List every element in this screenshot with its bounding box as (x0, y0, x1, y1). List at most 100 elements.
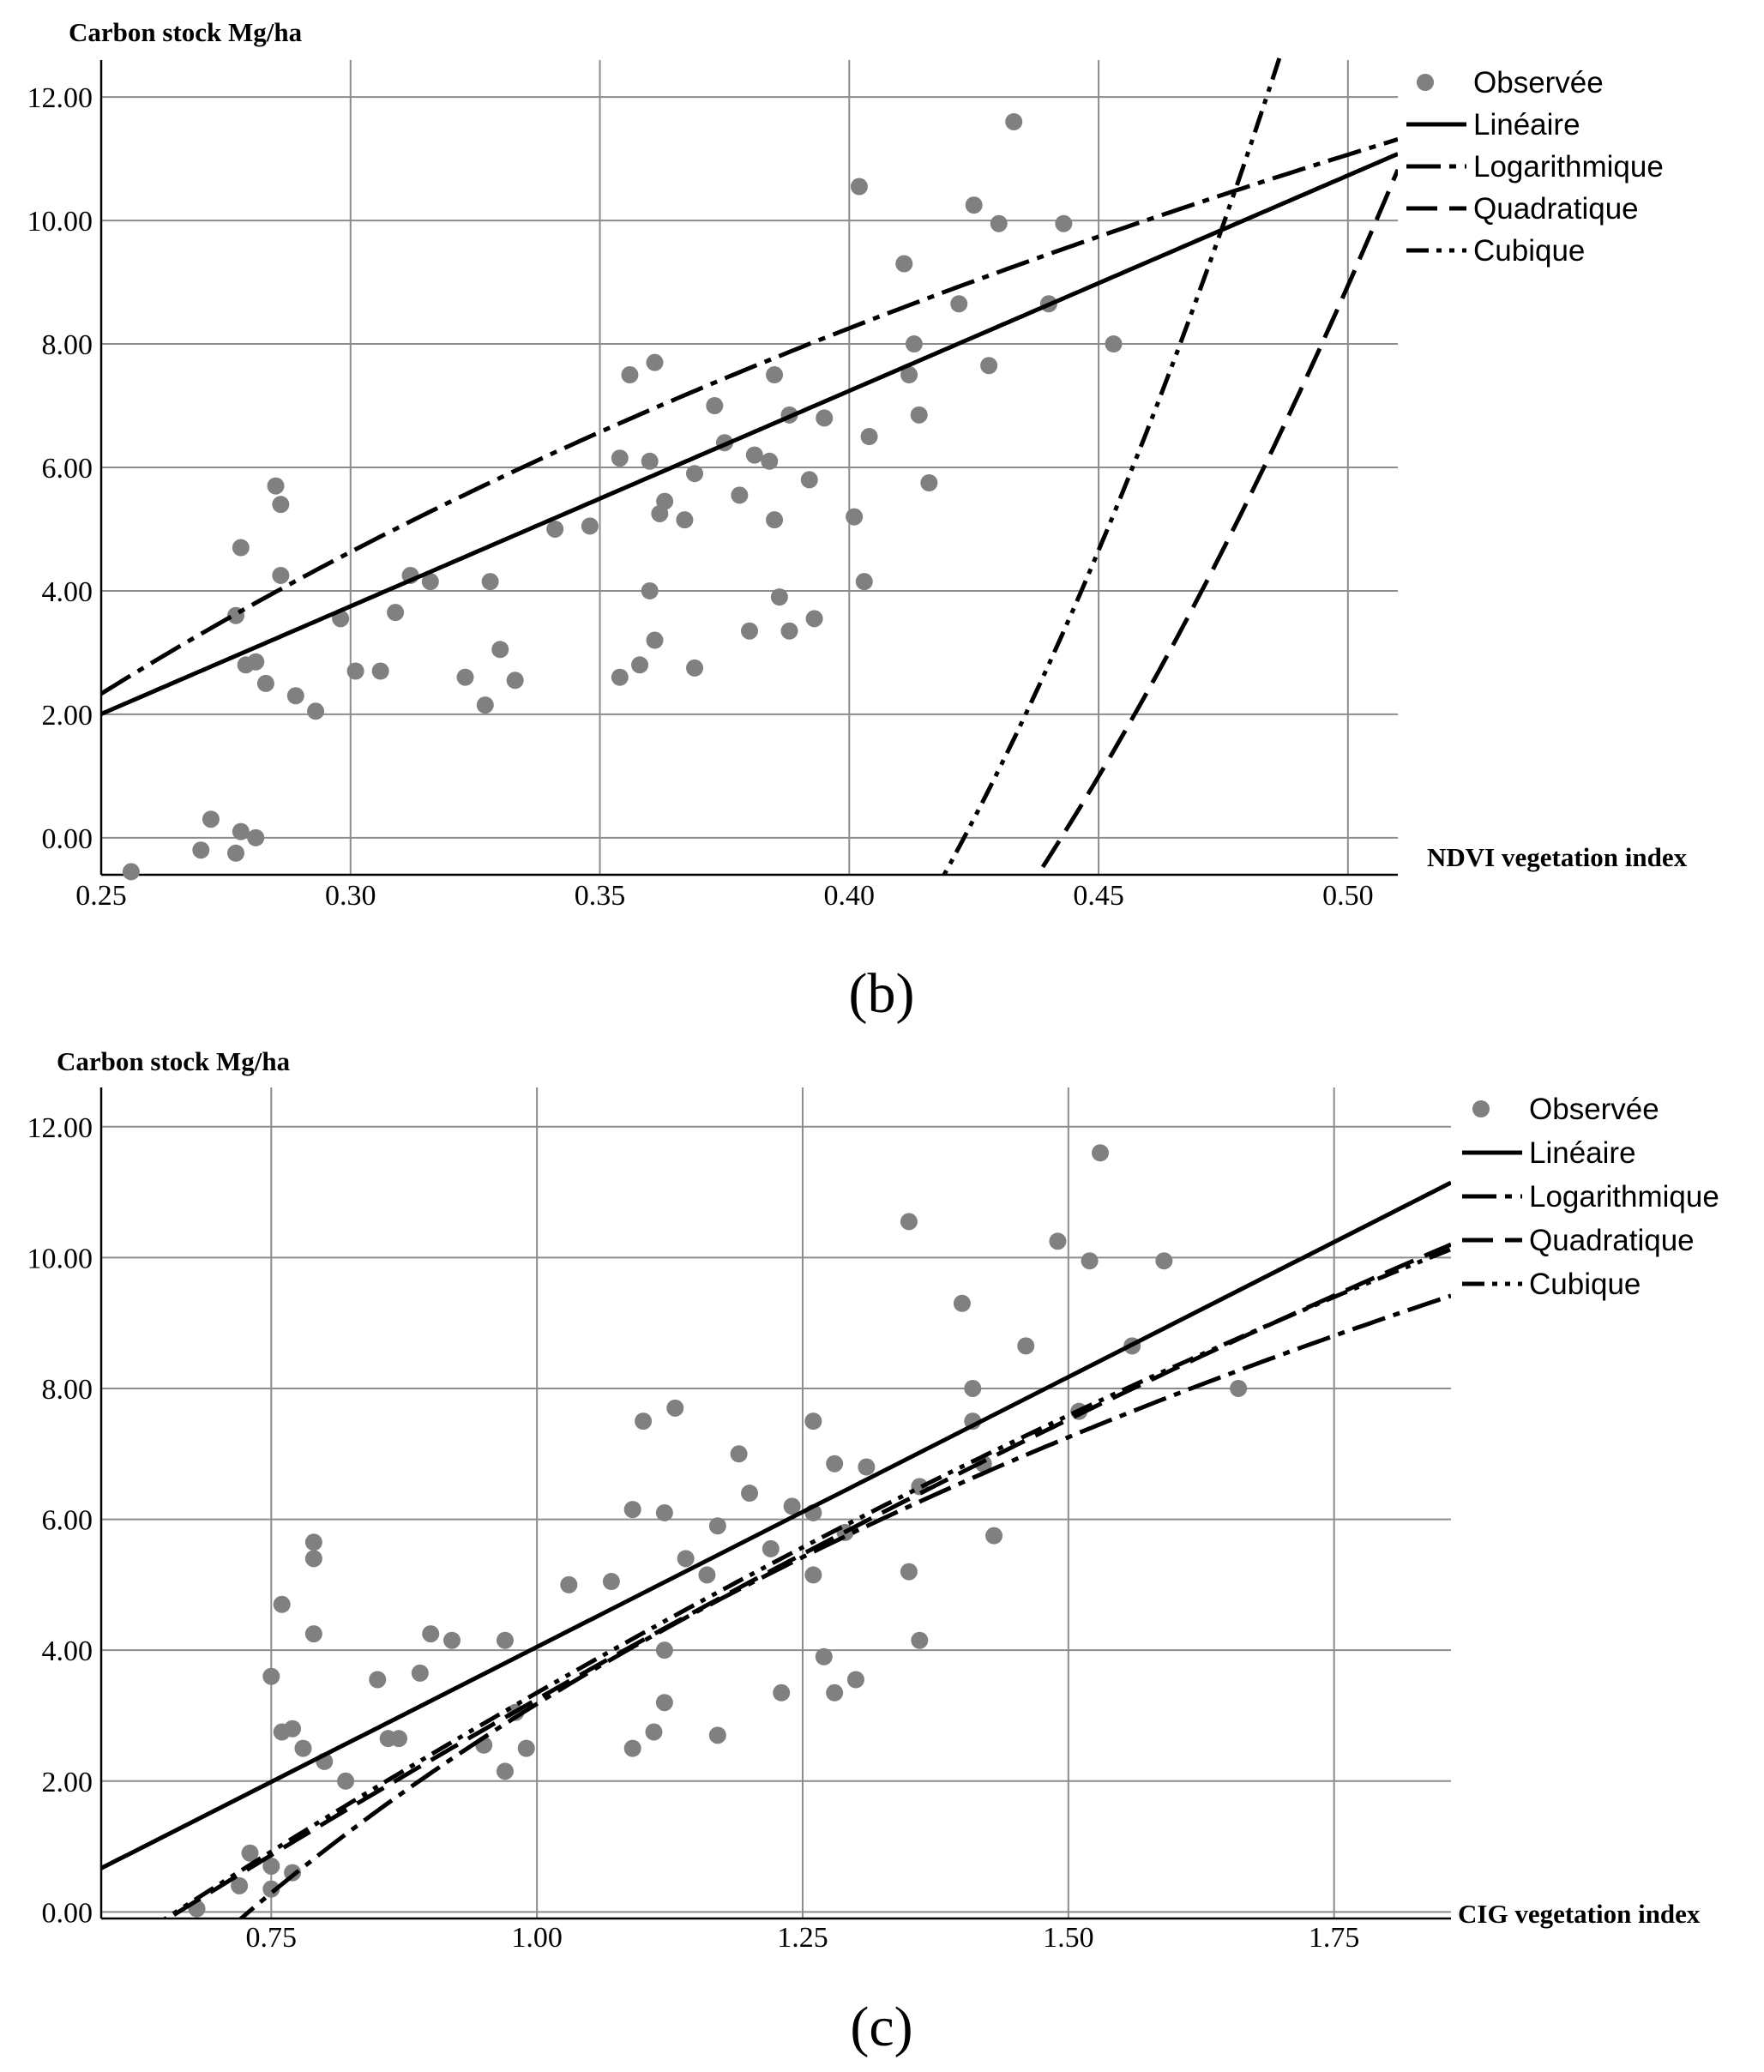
observed-point (546, 520, 564, 538)
observed-point (1081, 1252, 1099, 1270)
fit-curves-c (101, 1180, 1451, 1918)
observed-point (698, 1566, 716, 1584)
x-axis-title-b: NDVI vegetation index (1427, 842, 1688, 872)
observed-points-b (122, 112, 1123, 881)
observed-point (964, 1379, 982, 1397)
observed-point (656, 492, 674, 510)
observed-point (390, 1730, 408, 1748)
observed-point (646, 353, 664, 371)
observed-point (304, 1550, 322, 1568)
legend-marker-observed (1472, 1100, 1490, 1117)
observed-point (677, 1550, 695, 1568)
observed-point (731, 486, 749, 504)
legend-item-log: Logarithmique (1462, 1180, 1719, 1214)
observed-point (517, 1739, 535, 1757)
y-tick-label: 12.00 (27, 82, 93, 114)
observed-point (826, 1455, 844, 1473)
x-tick-label: 1.50 (1043, 1922, 1094, 1954)
observed-point (202, 810, 220, 828)
observed-point (611, 668, 629, 686)
observed-point (920, 473, 938, 491)
observed-point (1230, 1379, 1248, 1397)
observed-point (666, 1399, 684, 1417)
observed-point (953, 1294, 971, 1312)
legend-label: Linéaire (1473, 108, 1580, 142)
y-tick-label: 2.00 (42, 700, 93, 732)
observed-point (369, 1671, 387, 1689)
legend-item-cub: Cubique (1462, 1268, 1641, 1301)
observed-point (708, 1726, 726, 1744)
y-tick-label: 6.00 (42, 1505, 93, 1537)
legend-item-cub: Cubique (1406, 234, 1585, 268)
observed-point (850, 178, 868, 196)
observed-point (602, 1573, 620, 1591)
observed-point (895, 255, 913, 273)
legend-label: Cubique (1473, 234, 1585, 268)
observed-point (304, 1533, 322, 1551)
x-tick-label: 0.40 (824, 880, 876, 912)
legend-label: Linéaire (1529, 1136, 1636, 1170)
legend-item-quad: Quadratique (1462, 1224, 1695, 1257)
observed-point (745, 446, 763, 464)
observed-point (858, 1458, 876, 1476)
observed-point (860, 428, 878, 446)
fit-curve-quadratique (164, 1242, 1451, 1918)
observed-point (990, 214, 1008, 232)
observed-point (496, 1631, 514, 1649)
y-axis-title-c: Carbon stock Mg/ha (57, 1046, 291, 1076)
observed-point (641, 452, 659, 470)
observed-point (421, 573, 439, 591)
observed-point (337, 1772, 355, 1790)
observed-point (950, 295, 968, 313)
y-tick-label: 4.00 (42, 1635, 93, 1667)
observed-point (1092, 1144, 1110, 1162)
observed-point (262, 1880, 280, 1898)
fit-curves-b (101, 51, 1398, 875)
observed-point (804, 1412, 822, 1431)
observed-point (741, 1485, 759, 1503)
observed-point (232, 822, 250, 840)
y-tick-labels-b: 0.00 2.00 4.00 6.00 8.00 10.00 12.00 (27, 82, 93, 855)
observed-point (122, 863, 140, 881)
observed-point (443, 1631, 461, 1649)
fit-curve-quadratique (1035, 168, 1398, 875)
panel-label-c: (c) (850, 1996, 912, 2058)
chart-panel-b: Carbon stock Mg/ha 0.00 2.00 4.00 6.00 8.00 1… (27, 17, 1688, 1025)
observed-point (730, 1445, 748, 1463)
observed-point (307, 702, 325, 720)
observed-point (900, 1213, 918, 1231)
x-axis-title-c: CIG vegetation index (1458, 1899, 1701, 1929)
observed-point (706, 397, 724, 415)
observed-point (304, 1625, 322, 1643)
y-tick-label: 12.00 (27, 1112, 93, 1144)
legend-b: Observée Linéaire Logarithmique Quadratique… (1406, 66, 1664, 268)
legend-label: Quadratique (1529, 1224, 1695, 1257)
observed-point (846, 508, 864, 526)
observed-point (783, 1497, 801, 1515)
legend-label: Cubique (1529, 1268, 1641, 1301)
observed-point (456, 668, 474, 686)
y-tick-label: 2.00 (42, 1767, 93, 1798)
observed-point (272, 496, 290, 514)
observed-point (476, 696, 494, 714)
observed-point (227, 844, 245, 862)
observed-point (621, 366, 639, 384)
observed-point (247, 828, 265, 846)
x-tick-label: 0.50 (1322, 880, 1374, 912)
legend-label: Observée (1473, 66, 1604, 99)
observed-point (676, 511, 694, 529)
chart-panel-c: Carbon stock Mg/ha 0.00 2.00 4.00 6.00 8.00 1… (27, 1046, 1719, 2058)
observed-point (780, 622, 798, 640)
y-axis-title-b: Carbon stock Mg/ha (69, 17, 303, 47)
observed-point (655, 1641, 673, 1659)
fit-curve-linéaire (101, 152, 1398, 716)
x-tick-label: 1.25 (777, 1922, 828, 1954)
observed-point (985, 1527, 1003, 1545)
grid-b (100, 60, 1398, 875)
observed-point (232, 539, 250, 557)
y-tick-label: 8.00 (42, 329, 93, 361)
legend-c: Observée Linéaire Logarithmique Quadratique… (1462, 1093, 1719, 1301)
observed-point (965, 196, 983, 214)
observed-point (645, 1723, 663, 1741)
observed-point (1105, 335, 1123, 353)
